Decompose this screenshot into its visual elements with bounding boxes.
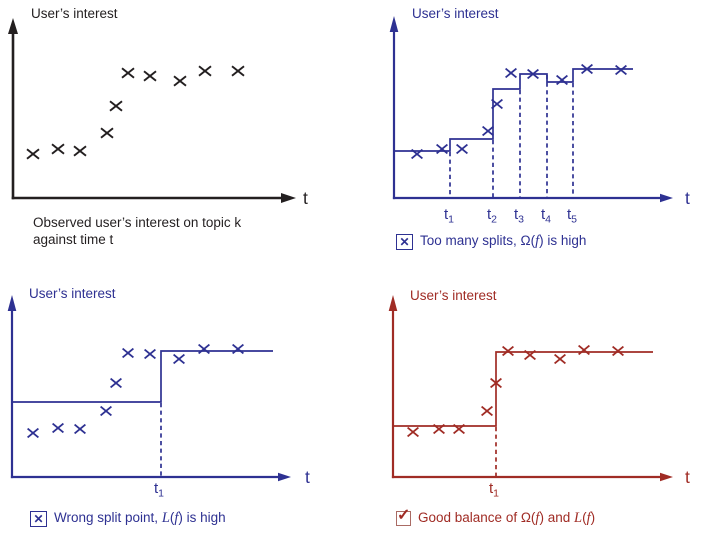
x-axis-arrow-icon xyxy=(660,193,673,203)
caption-line: Observed user’s interest on topic k xyxy=(33,215,242,230)
x-marker-icon xyxy=(143,70,157,82)
x-marker-icon xyxy=(173,75,187,87)
too-many-splits-plot: t1 t2 t3 t4 t5 User’s interest t xyxy=(389,6,690,226)
x-marker-icon xyxy=(100,405,112,417)
wrong-split-caption: ✕ Wrong split point, L(f) is high xyxy=(30,510,226,527)
x-marker-icon xyxy=(73,145,87,157)
x-marker-icon xyxy=(482,125,494,137)
tick-label: t2 xyxy=(487,206,497,226)
x-marker-icon xyxy=(121,67,135,79)
x-marker-icon xyxy=(100,127,114,139)
x-marker-icon xyxy=(51,143,65,155)
x-marker-icon xyxy=(615,64,627,76)
x-marker-icon xyxy=(502,345,514,357)
tick-label: t3 xyxy=(514,206,524,226)
y-axis-label: User’s interest xyxy=(31,6,118,21)
x-marker-icon xyxy=(524,349,536,361)
x-marker-icon xyxy=(456,143,468,155)
y-axis-arrow-icon xyxy=(389,16,399,32)
x-marker-icon xyxy=(581,63,593,75)
x-marker-icon xyxy=(231,65,245,77)
x-box-icon: ✕ xyxy=(396,233,413,250)
y-axis-label: User’s interest xyxy=(29,286,116,301)
x-marker-icon xyxy=(122,347,134,359)
step-function-line xyxy=(12,350,273,403)
x-axis-label: t xyxy=(685,188,690,208)
x-marker-icon xyxy=(490,377,502,389)
x-marker-icon xyxy=(407,426,419,438)
x-marker-icon xyxy=(436,143,448,155)
y-axis-arrow-icon xyxy=(8,18,18,34)
x-marker-icon xyxy=(411,148,423,160)
x-marker-icon xyxy=(198,343,210,355)
check-mark-icon: ✓ xyxy=(397,507,411,524)
y-axis-arrow-icon xyxy=(388,295,398,311)
x-marker-icon xyxy=(481,405,493,417)
x-marker-icon xyxy=(556,74,568,86)
panel-wrong-split-point: t1 User’s interest t ✕ Wrong split point, L… xyxy=(0,260,352,534)
x-marker-icon xyxy=(433,423,445,435)
panel-observed-data: User’s interest t Observed user’s interes… xyxy=(0,0,352,260)
x-marker-icon xyxy=(491,98,503,110)
step-function-line xyxy=(394,68,633,152)
x-marker-icon xyxy=(198,65,212,77)
panel-good-balance: t1 User’s interest t ✓ Good balance of Ω(f)… xyxy=(352,260,703,534)
caption-line: against time t xyxy=(33,231,114,247)
wrong-split-plot: t1 User’s interest t xyxy=(7,286,310,500)
caption-text: Good balance of Ω(f) and L(f) xyxy=(418,510,596,526)
good-balance-caption: ✓ Good balance of Ω(f) and L(f) xyxy=(396,507,596,527)
too-many-splits-caption: ✕ Too many splits, Ω(f) is high xyxy=(396,233,586,250)
y-axis-label: User’s interest xyxy=(410,288,497,303)
check-box-icon: ✓ xyxy=(396,507,411,526)
y-axis-arrow-icon xyxy=(7,295,17,311)
tick-label: t1 xyxy=(444,206,454,226)
x-marker-icon xyxy=(232,343,244,355)
observed-plot: User’s interest t xyxy=(8,6,308,208)
x-marker-icon xyxy=(578,344,590,356)
x-marker-icon xyxy=(26,148,40,160)
x-marker-icon xyxy=(52,422,64,434)
x-marker-icon xyxy=(27,427,39,439)
caption-text: Wrong split point, L(f) is high xyxy=(54,510,226,526)
tick-label: t5 xyxy=(567,206,577,226)
tick-label: t4 xyxy=(541,206,551,226)
caption-text: Too many splits, Ω(f) is high xyxy=(420,233,587,249)
x-marker-icon xyxy=(173,353,185,365)
x-axis-label: t xyxy=(305,467,310,487)
step-function-line xyxy=(393,351,653,427)
x-axis-label: t xyxy=(303,188,308,208)
observed-caption: Observed user’s interest on topic k again… xyxy=(33,215,241,248)
x-marker-icon xyxy=(110,377,122,389)
good-balance-plot: t1 User’s interest t xyxy=(388,288,690,500)
x-marker-icon xyxy=(527,68,539,80)
tick-label: t1 xyxy=(489,480,499,500)
x-marker-icon xyxy=(74,423,86,435)
y-axis-label: User’s interest xyxy=(412,6,499,21)
x-axis-arrow-icon xyxy=(281,193,296,203)
x-marker-icon xyxy=(612,345,624,357)
x-marker-icon xyxy=(109,100,123,112)
panel-too-many-splits: t1 t2 t3 t4 t5 User’s interest t ✕ Too many spl… xyxy=(352,0,703,260)
x-marker-icon xyxy=(453,423,465,435)
x-box-icon: ✕ xyxy=(30,510,47,527)
tick-label: t1 xyxy=(154,480,164,500)
x-marker-icon xyxy=(505,67,517,79)
x-axis-arrow-icon xyxy=(278,472,291,482)
x-marker-icon xyxy=(554,353,566,365)
x-marker-icon xyxy=(144,348,156,360)
x-axis-label: t xyxy=(685,467,690,487)
x-axis-arrow-icon xyxy=(660,472,673,482)
